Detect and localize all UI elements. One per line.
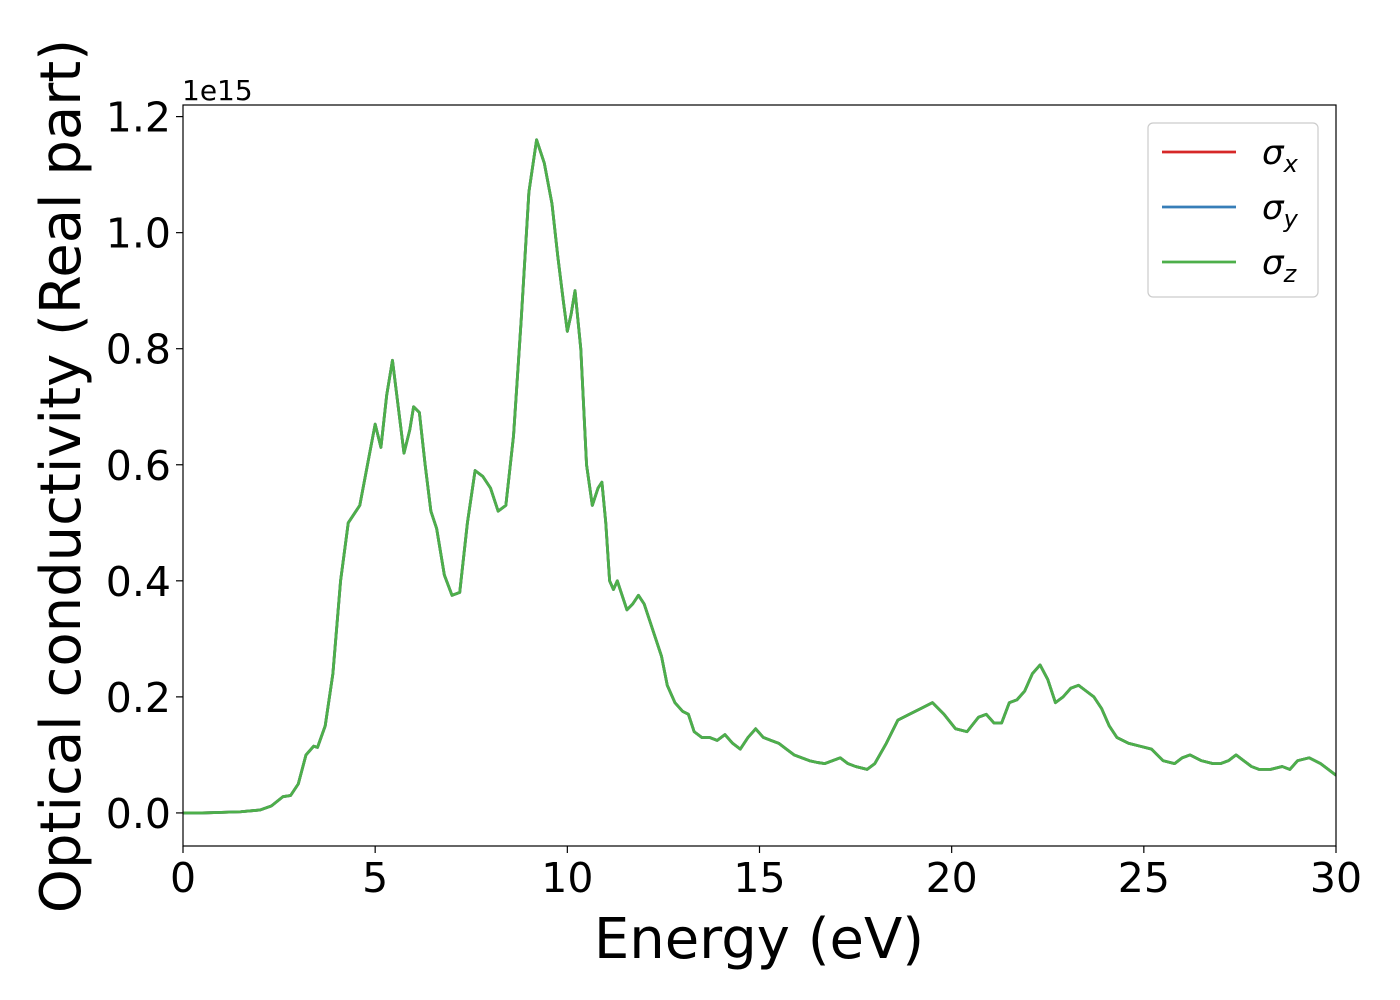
x-tick-label: 5 <box>362 854 388 902</box>
y-tick-label: 0.8 <box>106 326 171 374</box>
legend-label: σy <box>1262 188 1299 233</box>
y-tick-label: 0.0 <box>106 790 171 838</box>
series-line-3 <box>183 138 1336 815</box>
y-tick-label: 0.2 <box>106 674 171 722</box>
y-tick-label: 1.0 <box>106 210 171 258</box>
x-tick-label: 20 <box>926 854 978 902</box>
y-tick-label: 0.4 <box>106 558 171 606</box>
legend-label: σz <box>1262 243 1298 288</box>
legend-label: σx <box>1262 133 1299 178</box>
legend-box <box>1147 122 1319 298</box>
x-tick-label: 30 <box>1310 854 1362 902</box>
x-tick-label: 10 <box>541 854 593 902</box>
x-tick-label: 15 <box>733 854 785 902</box>
y-axis-ticks: 0.0 0.2 0.4 0.6 0.8 1.0 1.2 <box>106 94 183 838</box>
x-axis-label: Energy (eV) <box>594 907 924 972</box>
y-tick-label: 1.2 <box>106 94 171 142</box>
x-tick-label: 25 <box>1118 854 1170 902</box>
y-offset-label: 1e15 <box>182 74 253 107</box>
legend: σx σy σz <box>1147 122 1319 298</box>
series-lines <box>183 138 1336 815</box>
y-axis-label: Optical conductivity (Real part) <box>29 39 94 913</box>
x-axis-ticks: 0 5 10 15 20 25 30 <box>170 846 1362 902</box>
y-tick-label: 0.6 <box>106 442 171 490</box>
x-tick-label: 0 <box>170 854 196 902</box>
